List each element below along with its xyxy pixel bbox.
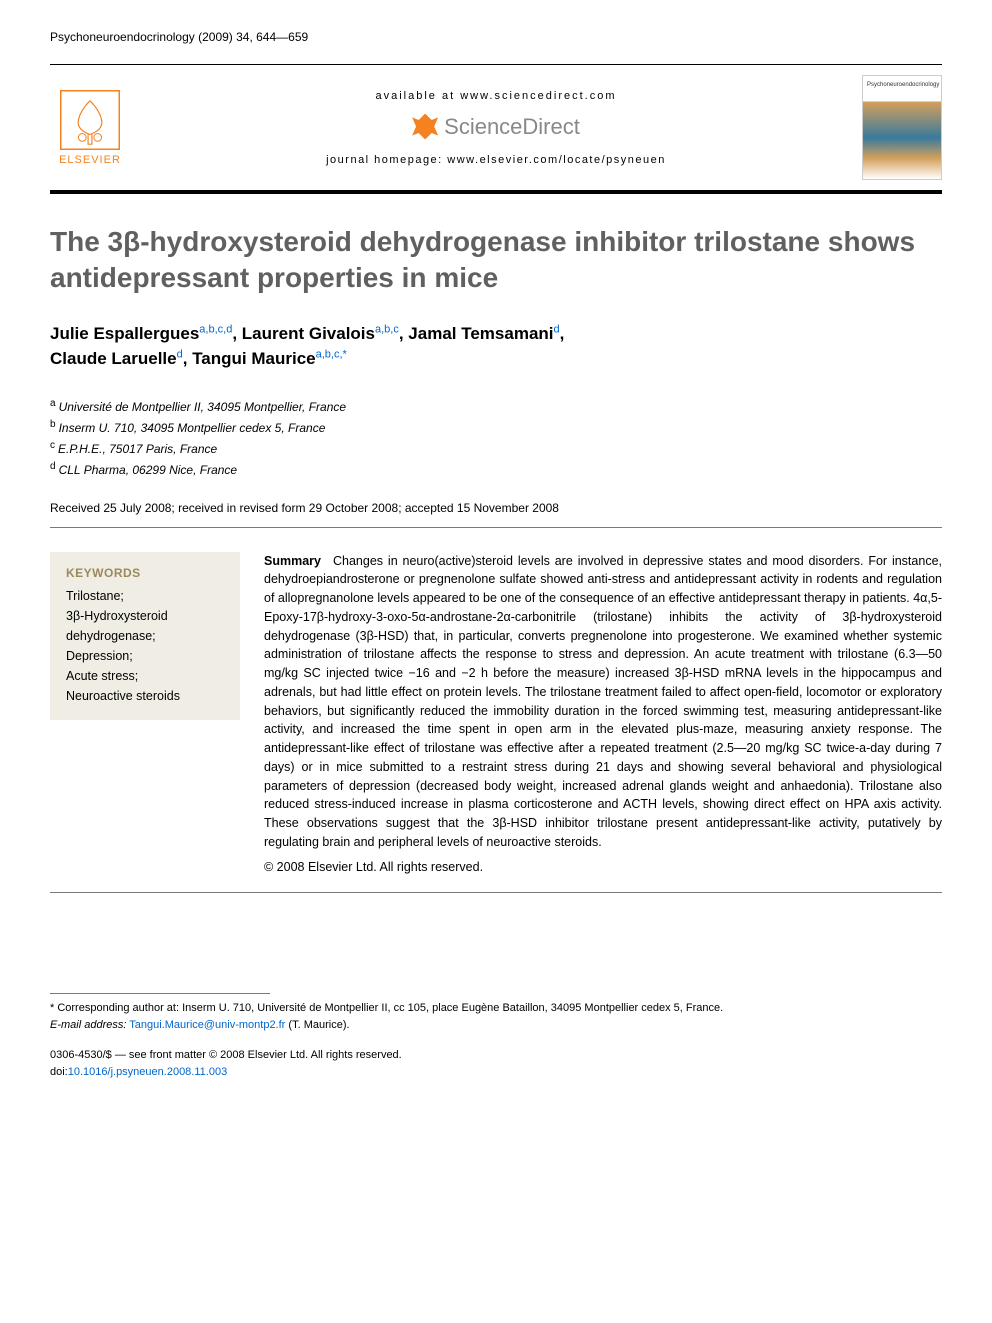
affiliation: bInserm U. 710, 34095 Montpellier cedex …: [50, 417, 942, 438]
footnote-rule: [50, 993, 270, 994]
affiliations-list: aUniversité de Montpellier II, 34095 Mon…: [50, 396, 942, 481]
doi-link[interactable]: 10.1016/j.psyneuen.2008.11.003: [68, 1066, 227, 1078]
elsevier-tree-icon: [60, 90, 120, 150]
keywords-list: Trilostane; 3β-Hydroxysteroid dehydrogen…: [66, 586, 224, 706]
author: Jamal Temsamanid: [408, 324, 559, 343]
author: Tangui Mauricea,b,c,*: [192, 349, 347, 368]
available-at-text: available at www.sciencedirect.com: [150, 90, 842, 102]
keywords-heading: KEYWORDS: [66, 566, 224, 580]
article-title: The 3β-hydroxysteroid dehydrogenase inhi…: [50, 224, 942, 297]
running-header: Psychoneuroendocrinology (2009) 34, 644—…: [50, 30, 942, 44]
homepage-text: journal homepage: www.elsevier.com/locat…: [150, 154, 842, 166]
authors-list: Julie Espallerguesa,b,c,d, Laurent Gival…: [50, 321, 942, 372]
author: Laurent Givaloisa,b,c: [242, 324, 399, 343]
affiliation: aUniversité de Montpellier II, 34095 Mon…: [50, 396, 942, 417]
summary-body: Changes in neuro(active)steroid levels a…: [264, 554, 942, 849]
journal-header: ELSEVIER available at www.sciencedirect.…: [50, 64, 942, 194]
elsevier-label: ELSEVIER: [59, 154, 121, 166]
affiliation: dCLL Pharma, 06299 Nice, France: [50, 459, 942, 480]
author: Claude Laruelled: [50, 349, 183, 368]
summary-label: Summary: [264, 554, 321, 568]
author: Julie Espallerguesa,b,c,d: [50, 324, 232, 343]
email-label: E-mail address:: [50, 1019, 126, 1031]
corresponding-text: * Corresponding author at: Inserm U. 710…: [50, 1002, 723, 1014]
sciencedirect-icon: [412, 114, 438, 140]
bottom-matter: 0306-4530/$ — see front matter © 2008 El…: [50, 1047, 942, 1080]
issn-line: 0306-4530/$ — see front matter © 2008 El…: [50, 1047, 942, 1064]
header-center: available at www.sciencedirect.com Scien…: [130, 90, 862, 166]
sciencedirect-text: ScienceDirect: [444, 114, 580, 140]
main-content-row: KEYWORDS Trilostane; 3β-Hydroxysteroid d…: [50, 552, 942, 894]
corresponding-email-link[interactable]: Tangui.Maurice@univ-montp2.fr: [129, 1019, 285, 1031]
elsevier-logo: ELSEVIER: [50, 83, 130, 173]
corresponding-name: (T. Maurice).: [288, 1019, 349, 1031]
journal-cover-thumbnail: Psychoneuroendocrinology: [862, 75, 942, 180]
summary-copyright: © 2008 Elsevier Ltd. All rights reserved…: [264, 858, 942, 877]
summary-text: SummaryChanges in neuro(active)steroid l…: [264, 552, 942, 877]
affiliation: cE.P.H.E., 75017 Paris, France: [50, 438, 942, 459]
doi-line: doi:10.1016/j.psyneuen.2008.11.003: [50, 1064, 942, 1081]
article-dates: Received 25 July 2008; received in revis…: [50, 501, 942, 528]
corresponding-author: * Corresponding author at: Inserm U. 710…: [50, 1000, 942, 1033]
keywords-box: KEYWORDS Trilostane; 3β-Hydroxysteroid d…: [50, 552, 240, 720]
cover-journal-name: Psychoneuroendocrinology: [867, 82, 937, 88]
sciencedirect-logo: ScienceDirect: [150, 114, 842, 140]
